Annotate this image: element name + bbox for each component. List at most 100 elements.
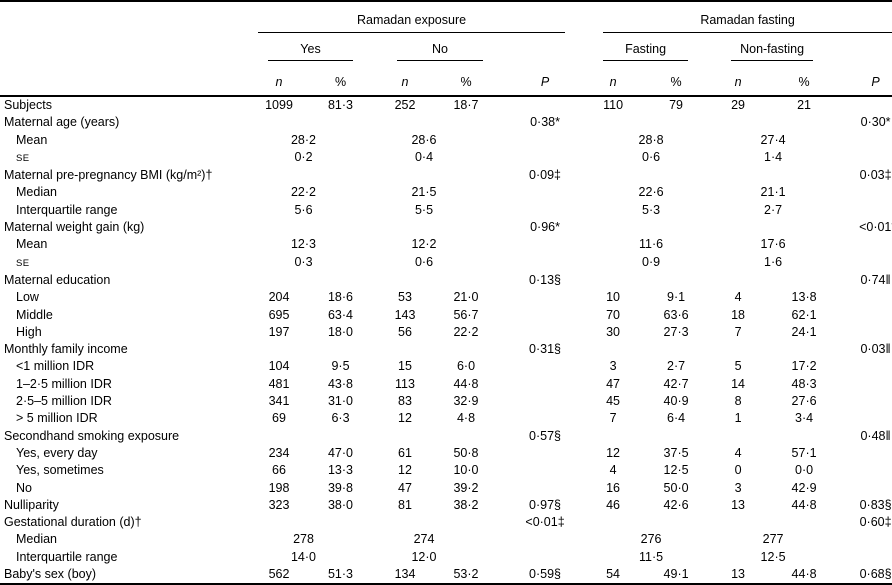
table-cell: 1099 [265,98,293,112]
p-value-cell: 0·60‡ [859,515,892,530]
span-value-cell: 22·6 [638,185,664,200]
p-value-cell [839,149,892,167]
table-cell: 54 [606,567,621,582]
table-cell [645,341,707,358]
table-cell: 204 [268,290,290,305]
table-cell [707,514,769,531]
table-cell [707,272,769,289]
table-cell: 44·8 [791,567,817,582]
table-cell [373,428,437,445]
col-header-pct: % [645,61,708,97]
table-cell [437,272,495,289]
row-label-smallcaps: SE [16,257,30,269]
span-value-cell: 28·6 [411,132,437,147]
table-cell: 113 [395,376,415,391]
table-cell: 104 [268,359,290,374]
p-value-cell [839,324,892,341]
row-label: High [16,324,42,339]
p-value-cell: 0·97§ [529,497,562,512]
table-cell: 79 [669,98,684,112]
table-cell [308,114,373,131]
p-value-cell [839,376,892,393]
p-value-cell: 0·38* [530,115,560,130]
p-value-cell [839,358,892,375]
table-cell: 3 [609,359,617,374]
table-cell [707,341,769,358]
row-label: Subjects [4,98,52,112]
table-cell: 562 [268,567,290,582]
span-value-cell: 1·6 [764,255,783,270]
table-cell: 4 [609,463,617,478]
table-cell: 13 [731,497,746,512]
p-value-cell: 0·09‡ [529,168,562,183]
p-value-cell [495,236,581,253]
table-row: Yes, every day 234 47·0 61 50·8 12 37·5 4 57·1 [0,445,892,462]
table-row: Baby's sex (boy) 562 51·3 134 53·2 0·59§ 54 49·… [0,566,892,584]
p-value-cell: 0·57§ [529,428,562,443]
table-cell: 45 [606,394,621,409]
table-cell [250,514,308,531]
p-value-cell [495,445,581,462]
table-cell: 56 [398,324,412,339]
table-cell: 66 [272,463,286,478]
subgroup-label-no: No [397,42,483,61]
row-label: Nulliparity [4,497,59,512]
table-cell [373,114,437,131]
table-cell [769,272,839,289]
p-value-cell: 0·48‖ [860,428,891,443]
p-value-cell [839,236,892,253]
table-cell: 341 [268,394,290,409]
group-header-exposure: Ramadan exposure [250,1,581,33]
p-value-cell [495,410,581,427]
table-row: Maternal age (years) 0·38* 0·30* [0,114,892,131]
table-cell: 7 [734,324,742,339]
p-value-cell: 0·59§ [529,567,562,582]
col-header-n: n [250,61,308,97]
table-cell: 234 [268,445,290,460]
table-cell: 9·1 [667,290,686,305]
row-label: SE [0,149,250,167]
table-cell: 46 [606,497,621,512]
group-label-ramadan-fasting: Ramadan fasting [603,13,892,33]
table-cell [437,219,495,236]
table-cell: 323 [268,497,290,512]
table-row: SE 0·3 0·6 0·9 1·6 [0,254,892,272]
table-cell [769,219,839,236]
table-row: Middle 695 63·4 143 56·7 70 63·6 18 62·1 [0,307,892,324]
table-cell: 83 [398,394,412,409]
table-cell [437,514,495,531]
row-label: Maternal weight gain (kg) [4,220,145,235]
table-cell: 50·0 [663,480,689,495]
table-cell: 40·9 [663,394,689,409]
row-label: Secondhand smoking exposure [4,428,180,443]
span-value-cell: 0·2 [294,150,313,165]
table-cell: 63·6 [663,307,689,322]
table-cell: 12·5 [663,463,689,478]
table-cell [769,114,839,131]
p-value-cell [495,549,581,566]
table-cell: 21 [797,98,812,112]
row-label: 1–2·5 million IDR [16,376,112,391]
table-cell: 30 [606,324,621,339]
p-value-cell [495,358,581,375]
table-cell: 38·0 [327,497,354,512]
row-label: Median [16,185,57,200]
table-cell [308,428,373,445]
p-value-cell [495,307,581,324]
column-header-row: n % n % P n % n % P [0,61,892,97]
span-value-cell: 11·6 [639,237,664,252]
span-value-cell: 276 [640,532,662,547]
table-cell [373,341,437,358]
row-label: Mean [16,132,48,147]
table-cell: 14 [731,376,746,391]
table-cell: 42·9 [791,480,817,495]
p-value-cell: 0·31§ [529,342,562,357]
p-value-cell: 0·83§ [859,497,892,512]
row-label: Interquartile range [16,549,118,564]
p-value-cell [495,531,581,548]
table-cell: 13 [731,567,746,582]
table-row: Maternal weight gain (kg) 0·96* <0·01* [0,219,892,236]
col-header-pct: % [769,61,840,97]
col-header-p: P [839,61,892,97]
table-cell [581,219,645,236]
